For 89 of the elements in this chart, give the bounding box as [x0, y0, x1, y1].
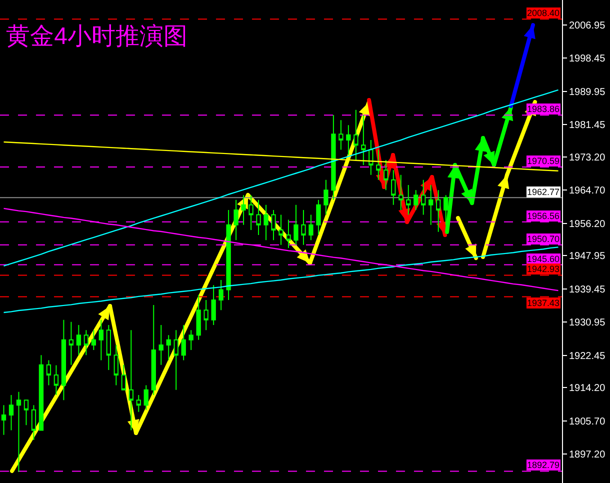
ref-line-label: 1892.79	[527, 460, 560, 470]
candlestick	[398, 174, 404, 211]
candlestick	[444, 194, 448, 226]
candlestick	[106, 324, 111, 370]
candlestick	[188, 330, 194, 351]
candlestick	[128, 330, 134, 431]
candlestick	[376, 149, 381, 180]
candlestick	[151, 304, 156, 396]
candlestick	[256, 199, 261, 236]
candlestick	[196, 294, 201, 340]
ref-line-label: 1962.77	[527, 187, 560, 197]
y-tick-label: 1947.95	[569, 251, 606, 262]
line-series	[3, 141, 559, 172]
candlestick	[204, 299, 208, 331]
y-tick-label: 1939.45	[569, 284, 606, 296]
y-tick-label: 1989.95	[569, 86, 606, 98]
ref-line-label: 1970.59	[527, 156, 560, 166]
candlestick	[234, 199, 238, 241]
candlestick	[264, 204, 268, 241]
y-tick-label: 1930.95	[569, 318, 606, 329]
candlestick	[278, 214, 284, 246]
candlestick	[316, 199, 321, 236]
candlestick	[24, 400, 29, 426]
y-tick-label: 1897.20	[569, 450, 606, 461]
ref-line-label: 2008.40	[527, 8, 560, 18]
candlestick	[391, 170, 396, 206]
y-tick-label: 1998.45	[569, 54, 606, 65]
y-tick-label: 1981.45	[569, 120, 606, 132]
candlestick	[436, 190, 441, 232]
candlestick	[98, 319, 104, 361]
candlestick	[271, 210, 276, 241]
candlestick	[16, 391, 22, 473]
candlestick	[346, 124, 351, 156]
candlestick	[286, 219, 291, 248]
candlestick	[144, 384, 148, 410]
ref-line-label: 1956.56	[527, 211, 560, 221]
candlestick	[91, 330, 96, 351]
line-series	[3, 246, 559, 314]
candlestick	[384, 159, 388, 191]
candlestick	[136, 394, 141, 412]
candlestick	[331, 114, 336, 200]
candlestick	[324, 179, 328, 216]
candlestick	[428, 184, 434, 226]
candlestick	[8, 394, 14, 431]
candlestick	[361, 114, 366, 166]
candlestick	[68, 321, 74, 366]
candlestick	[218, 280, 224, 311]
candlestick	[211, 284, 216, 326]
candlestick	[414, 190, 418, 211]
ref-line-label: 1942.93	[527, 264, 560, 274]
candlestick	[406, 184, 411, 216]
candlestick	[31, 404, 36, 440]
candlestick	[61, 319, 66, 401]
candlestick	[166, 334, 171, 361]
candlestick	[114, 344, 118, 386]
candlestick	[248, 194, 254, 230]
y-tick-label: 1914.20	[569, 383, 606, 394]
candlestick	[226, 210, 231, 300]
candlestick	[121, 364, 126, 390]
candlestick	[158, 324, 164, 366]
ref-line-label: 1937.43	[527, 298, 560, 308]
candlestick	[294, 204, 298, 246]
candlestick	[181, 324, 186, 361]
ref-line-label: 1945.60	[527, 254, 560, 264]
candlestick	[338, 120, 344, 150]
candlestick	[46, 360, 52, 386]
text: 黄金4小时推演图	[6, 22, 188, 50]
candlestick	[354, 109, 358, 160]
candlestick	[241, 194, 246, 226]
candlestick	[76, 324, 82, 356]
candlestick	[1, 404, 6, 436]
ref-line-label: 1950.70	[527, 234, 560, 244]
candlestick	[38, 354, 44, 431]
candlestick	[301, 210, 306, 246]
candlestick	[421, 179, 426, 216]
candlestick	[84, 330, 89, 356]
y-tick-label: 1922.45	[569, 350, 606, 362]
candlestick	[174, 330, 178, 390]
line-series	[3, 89, 559, 267]
candlestick	[308, 214, 314, 241]
y-tick-label: 2006.95	[569, 20, 606, 32]
line-series	[3, 208, 559, 292]
y-tick-label: 1973.20	[569, 152, 606, 164]
candlestick	[54, 364, 59, 396]
y-tick-label: 1905.70	[569, 416, 606, 428]
y-tick-label: 1956.20	[569, 218, 606, 230]
candlestick	[368, 140, 374, 176]
y-tick-label: 1964.70	[569, 186, 606, 197]
ref-line-label: 1983.86	[527, 104, 560, 114]
